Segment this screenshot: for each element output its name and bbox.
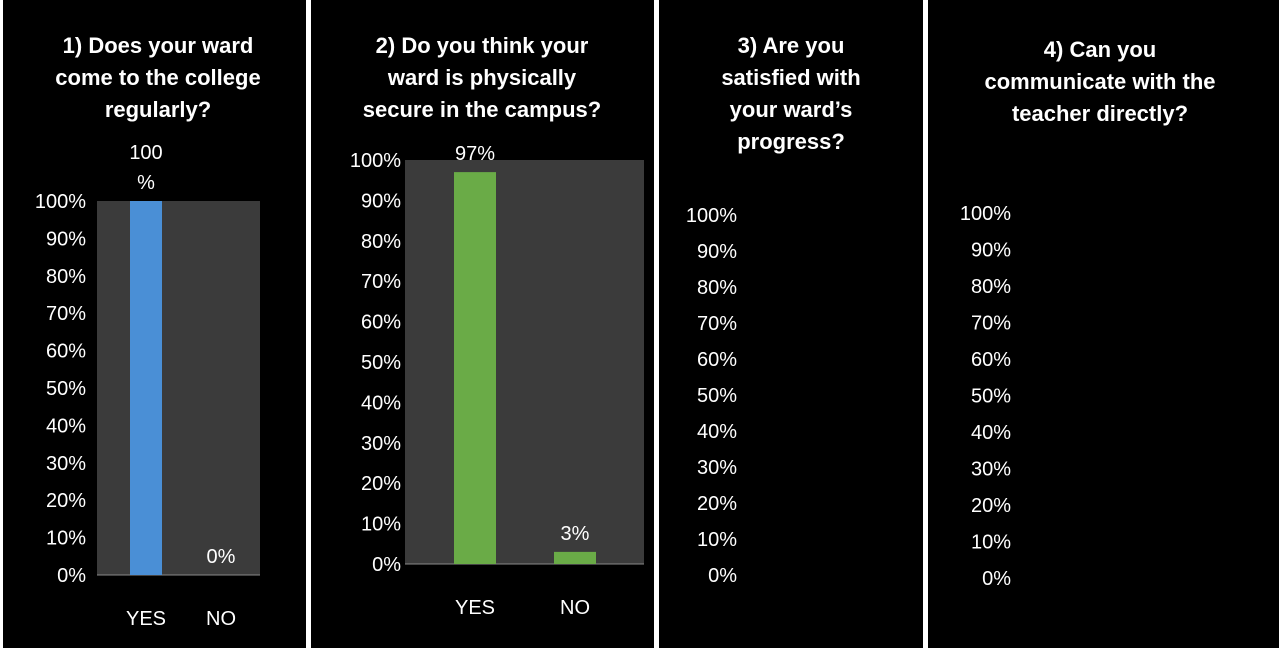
y-tick-label: 20% bbox=[971, 495, 1011, 517]
chart-panel-4: 4) Can you communicate with the teacher di… bbox=[928, 0, 1279, 648]
x-tick-label: YES bbox=[455, 597, 495, 619]
y-tick-label: 80% bbox=[46, 266, 86, 288]
chart-panel-1: 1) Does your ward come to the college regu… bbox=[3, 0, 306, 648]
y-tick-label: 100% bbox=[35, 191, 86, 213]
x-tick-label: NO bbox=[560, 597, 590, 619]
y-tick-label: 100% bbox=[686, 205, 737, 227]
y-tick-label: 0% bbox=[57, 565, 86, 587]
x-tick-label: NO bbox=[206, 608, 236, 630]
chart-title-line: your ward’s bbox=[730, 97, 853, 122]
chart-title-line: regularly? bbox=[105, 97, 211, 122]
data-label: 0% bbox=[207, 546, 236, 568]
y-tick-label: 0% bbox=[372, 554, 401, 576]
y-tick-label: 30% bbox=[361, 433, 401, 455]
y-tick-label: 70% bbox=[46, 303, 86, 325]
chart-panel-2: 2) Do you think your ward is physically se… bbox=[311, 0, 654, 648]
chart-title-line: ward is physically bbox=[387, 65, 577, 90]
chart-svg-3: 3) Are you satisfied with your ward’s progr… bbox=[686, 33, 861, 587]
chart-svg-1: 1) Does your ward come to the college regu… bbox=[35, 33, 261, 630]
bar-yes bbox=[454, 172, 496, 564]
y-tick-label: 10% bbox=[361, 514, 401, 536]
y-tick-label: 60% bbox=[697, 349, 737, 371]
y-tick-label: 70% bbox=[971, 313, 1011, 335]
chart-title-line: progress? bbox=[737, 129, 845, 154]
y-tick-label: 70% bbox=[361, 271, 401, 293]
y-tick-label: 20% bbox=[46, 490, 86, 512]
chart-title-line: 3) Are you bbox=[738, 33, 845, 58]
y-tick-label: 80% bbox=[361, 231, 401, 253]
bar-no bbox=[554, 551, 596, 564]
y-tick-label: 50% bbox=[697, 385, 737, 407]
y-tick-label: 40% bbox=[971, 422, 1011, 444]
y-tick-label: 10% bbox=[697, 529, 737, 551]
y-tick-label: 90% bbox=[46, 228, 86, 250]
y-tick-label: 100% bbox=[960, 203, 1011, 225]
bar-yes bbox=[130, 201, 162, 575]
y-tick-label: 40% bbox=[46, 415, 86, 437]
y-tick-label: 70% bbox=[697, 313, 737, 335]
chart-title-line: 4) Can you bbox=[1044, 37, 1156, 62]
y-tick-label: 30% bbox=[697, 457, 737, 479]
chart-title-line: secure in the campus? bbox=[363, 97, 601, 122]
y-tick-label: 40% bbox=[361, 392, 401, 414]
data-label: % bbox=[137, 172, 155, 194]
chart-svg-4: 4) Can you communicate with the teacher di… bbox=[960, 37, 1216, 590]
y-tick-label: 10% bbox=[971, 532, 1011, 554]
y-tick-label: 100% bbox=[350, 150, 401, 172]
y-tick-label: 0% bbox=[708, 565, 737, 587]
chart-title-line: 2) Do you think your bbox=[376, 33, 589, 58]
y-tick-label: 60% bbox=[46, 341, 86, 363]
y-tick-label: 30% bbox=[971, 459, 1011, 481]
y-tick-label: 80% bbox=[697, 277, 737, 299]
data-label: 97% bbox=[455, 143, 495, 165]
x-tick-label: YES bbox=[126, 608, 166, 630]
y-tick-label: 20% bbox=[361, 473, 401, 495]
data-label: 100 bbox=[129, 142, 162, 164]
plot-area bbox=[97, 201, 260, 575]
y-tick-label: 50% bbox=[46, 378, 86, 400]
y-tick-label: 10% bbox=[46, 528, 86, 550]
chart-title-line: come to the college bbox=[55, 65, 260, 90]
y-tick-label: 50% bbox=[361, 352, 401, 374]
y-tick-label: 30% bbox=[46, 453, 86, 475]
y-tick-label: 60% bbox=[971, 349, 1011, 371]
y-tick-label: 90% bbox=[361, 190, 401, 212]
y-tick-label: 40% bbox=[697, 421, 737, 443]
chart-title-line: 1) Does your ward bbox=[63, 33, 254, 58]
chart-title-line: satisfied with bbox=[721, 65, 860, 90]
data-label: 3% bbox=[561, 523, 590, 545]
y-tick-label: 20% bbox=[697, 493, 737, 515]
y-tick-label: 90% bbox=[697, 241, 737, 263]
chart-svg-2: 2) Do you think your ward is physically se… bbox=[350, 33, 644, 619]
y-tick-label: 50% bbox=[971, 386, 1011, 408]
y-tick-label: 60% bbox=[361, 312, 401, 334]
plot-area bbox=[405, 160, 644, 564]
chart-title-line: teacher directly? bbox=[1012, 101, 1188, 126]
y-tick-label: 80% bbox=[971, 276, 1011, 298]
y-tick-label: 90% bbox=[971, 240, 1011, 262]
y-tick-label: 0% bbox=[982, 568, 1011, 590]
chart-panel-3: 3) Are you satisfied with your ward’s progr… bbox=[659, 0, 923, 648]
chart-title-line: communicate with the bbox=[984, 69, 1215, 94]
